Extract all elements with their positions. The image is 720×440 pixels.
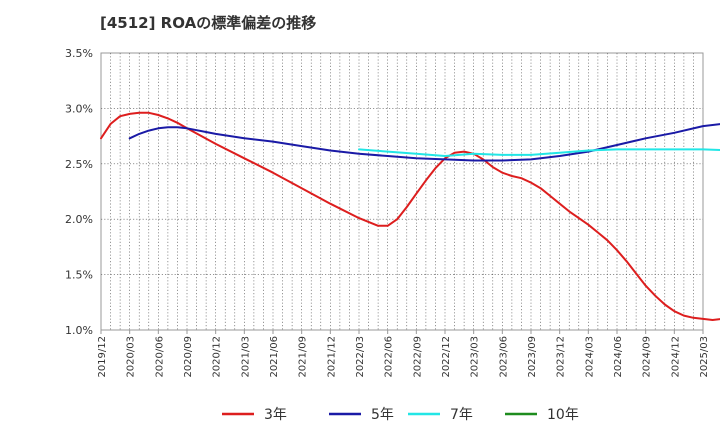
plot-background <box>100 52 704 331</box>
x-tick-label: 2022/03 <box>355 336 366 378</box>
x-tick-label: 2024/09 <box>642 336 653 378</box>
y-tick-label: 3.0% <box>65 102 93 115</box>
x-tick-label: 2024/12 <box>670 336 681 378</box>
x-tick-label: 2019/12 <box>97 336 108 378</box>
series-line-1 <box>128 123 720 162</box>
x-tick-label: 2022/12 <box>441 336 452 378</box>
legend-label: 7年 <box>450 407 473 423</box>
grid-lines <box>101 53 703 330</box>
chart-title: [4512] ROAの標準偏差の推移 <box>100 14 317 32</box>
x-tick-label: 2023/12 <box>556 336 567 378</box>
x-tick-label: 2020/12 <box>212 336 223 378</box>
x-tick-label: 2025/03 <box>699 336 710 378</box>
y-tick-label: 1.5% <box>65 269 93 282</box>
y-axis-ticks: 1.0% 1.5% 2.0% 2.5% 3.0% 3.5% <box>65 47 93 337</box>
x-tick-label: 2021/12 <box>326 336 337 378</box>
x-tick-label: 2020/06 <box>154 336 165 378</box>
x-tick-label: 2024/03 <box>584 336 595 378</box>
y-tick-label: 2.0% <box>65 213 93 226</box>
y-tick-label: 2.5% <box>65 158 93 171</box>
series-line-2 <box>358 148 720 157</box>
x-tick-label: 2022/09 <box>412 336 423 378</box>
x-tick-label: 2020/03 <box>126 336 137 378</box>
y-tick-label: 3.5% <box>65 47 93 60</box>
x-axis-ticks: 2019/12 2020/03 2020/06 2020/09 2020/12 2021/… <box>97 330 710 378</box>
x-tick-label: 2021/06 <box>269 336 280 378</box>
x-tick-label: 2021/03 <box>240 336 251 378</box>
legend-label: 10年 <box>547 407 579 423</box>
plot-frame <box>100 52 704 331</box>
legend: 3年 5年 7年 10年 <box>222 407 579 423</box>
x-tick-label: 2022/06 <box>384 336 395 378</box>
legend-label: 5年 <box>371 407 394 423</box>
legend-label: 3年 <box>264 407 287 423</box>
x-tick-label: 2020/09 <box>183 336 194 378</box>
y-tick-label: 1.0% <box>65 324 93 337</box>
x-tick-label: 2024/06 <box>613 336 624 378</box>
x-tick-label: 2023/09 <box>527 336 538 378</box>
series-lines <box>100 111 720 321</box>
x-tick-label: 2021/09 <box>298 336 309 378</box>
x-tick-label: 2023/03 <box>470 336 481 378</box>
x-tick-label: 2023/06 <box>498 336 509 378</box>
